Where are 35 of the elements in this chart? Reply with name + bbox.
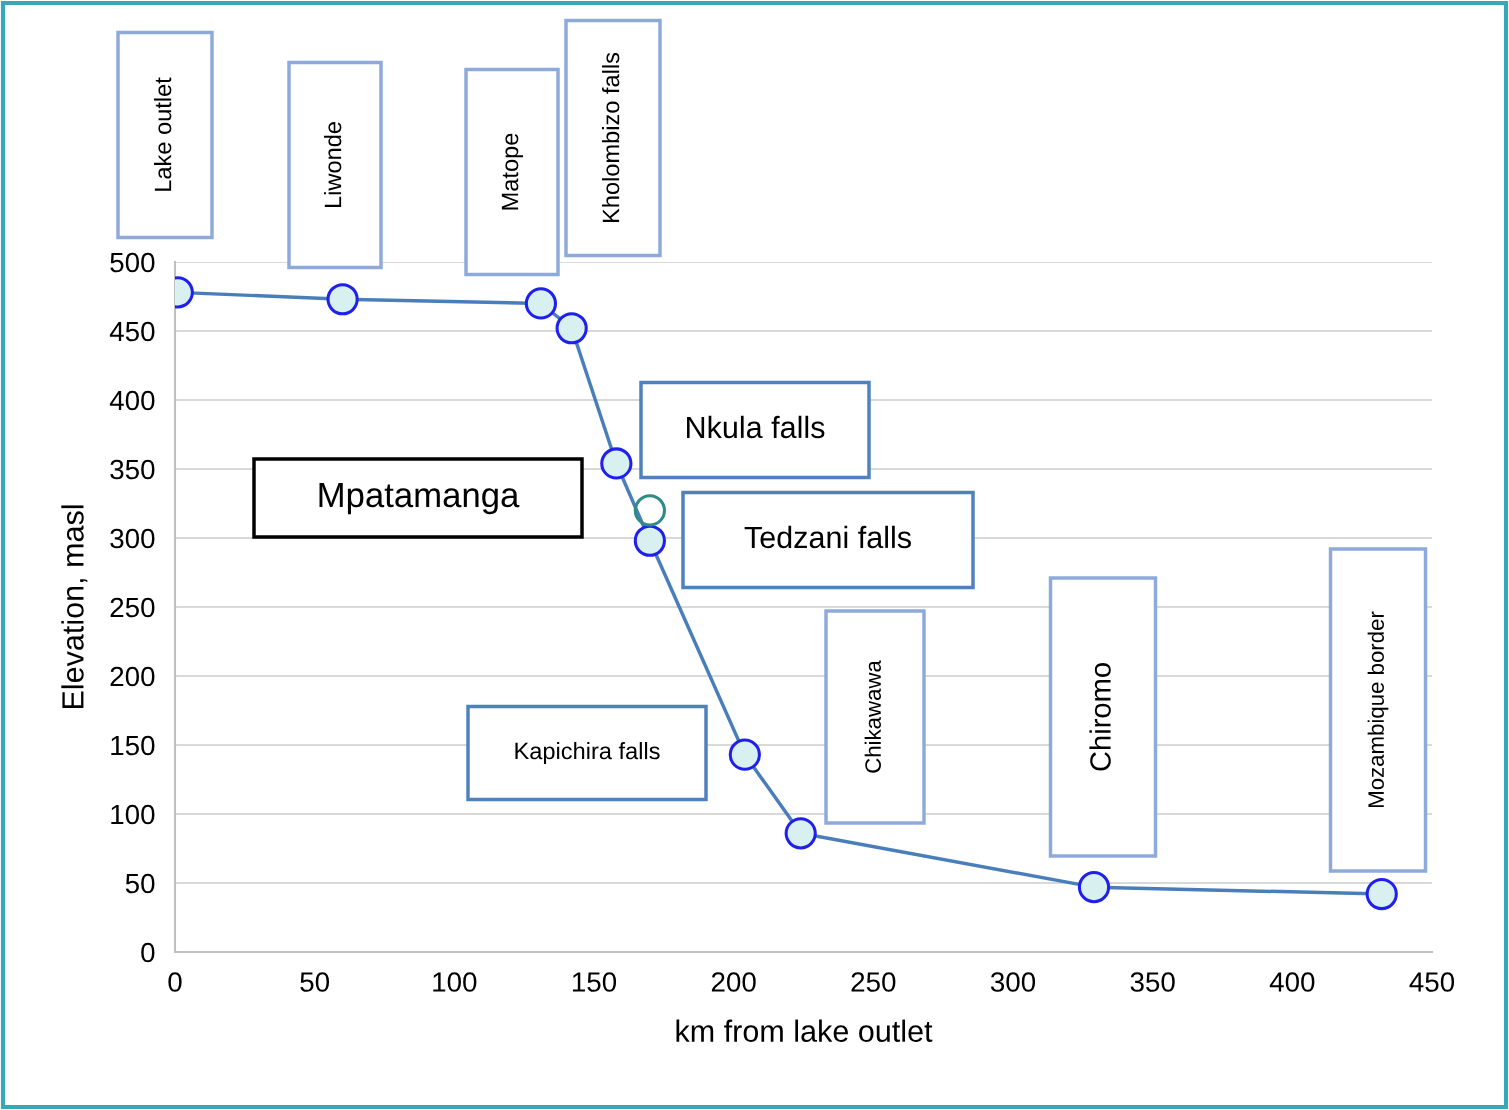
x-tick-label: 450 [1409, 972, 1455, 992]
text: Matope [501, 133, 524, 210]
y-tick-label: 0 [141, 942, 155, 963]
y-tick-label: 100 [111, 804, 155, 825]
x-axis-title: km from lake outlet [676, 1019, 933, 1042]
x-tick-label: 200 [711, 972, 756, 992]
y-tick-label: 500 [110, 252, 155, 273]
x-tick-label: 400 [1269, 972, 1315, 992]
text: Lake outlet [154, 77, 172, 191]
y-tick-label: 50 [125, 873, 155, 894]
y-tick-label: 250 [110, 597, 155, 618]
annotation: Mpatamanga [319, 483, 520, 515]
y-tick-label: 300 [110, 528, 155, 549]
x-tick-label: 350 [1130, 972, 1175, 992]
y-axis-title: Elevation, masl [61, 505, 88, 709]
annotation: Chiromo [1089, 663, 1111, 771]
x-tick-label: 50 [300, 972, 330, 992]
annotation: Nkula falls [687, 415, 825, 439]
y-tick-label: 350 [110, 459, 155, 480]
point [633, 494, 666, 527]
x-tick-label: 250 [851, 972, 896, 992]
y-tick-label: 400 [109, 390, 155, 411]
y-tick-label: 200 [110, 666, 155, 687]
y-tick-label: 150 [111, 735, 155, 756]
annotation: Tedzani falls [744, 525, 911, 549]
x-tick-label: 300 [990, 972, 1036, 992]
x-tick-label: 150 [572, 972, 617, 992]
y-tick-label: 450 [109, 321, 155, 342]
x-tick-label: 100 [433, 972, 477, 992]
text: Kholombizo falls [601, 52, 620, 223]
annotation: Chikawawa [864, 660, 881, 773]
text: Liwonde [324, 122, 342, 208]
annotation: Kapichira falls [515, 741, 660, 765]
x-tick-label: 0 [168, 972, 182, 992]
annotation: Mozambique border [1367, 611, 1389, 807]
